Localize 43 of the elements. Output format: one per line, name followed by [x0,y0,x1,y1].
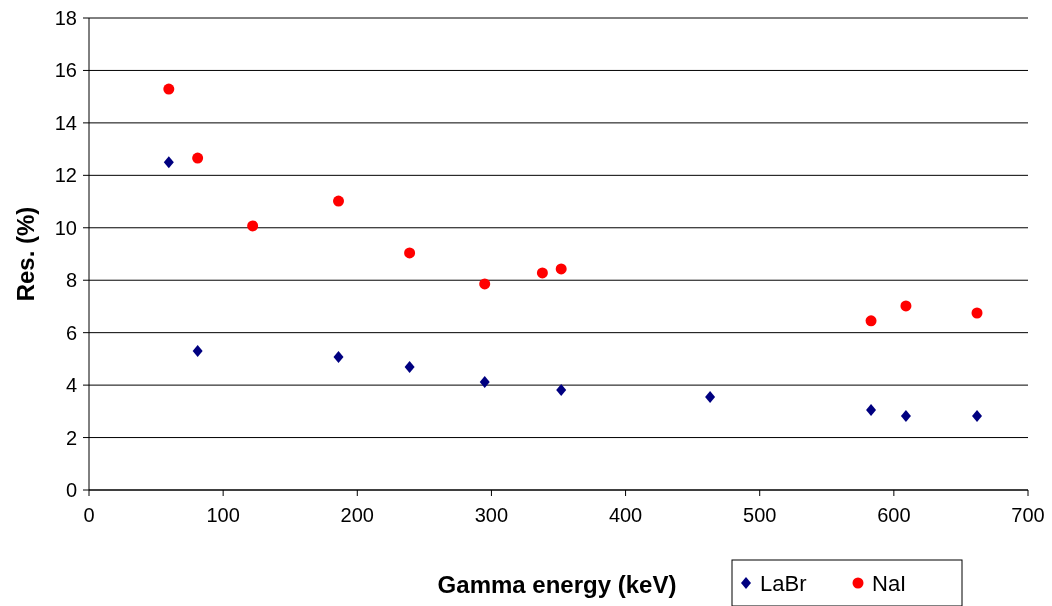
x-tick-label: 300 [474,504,509,526]
point [536,267,548,279]
x-tick-label: 200 [340,504,374,526]
x-tick-label: 700 [1011,504,1045,526]
x-tick-label: 600 [877,504,911,526]
y-tick-label: 0 [65,479,77,501]
y-tick-label: 12 [54,164,77,187]
x-tick-label: 100 [206,504,240,526]
point [972,410,983,423]
point [247,220,259,232]
y-tick-label: 6 [65,321,77,344]
point [163,156,174,169]
x-tick-label: 0 [83,504,95,526]
y-tick-label: 4 [65,374,77,397]
x-tick-label: 400 [608,504,643,526]
x-axis-title: Gamma energy (keV) [437,571,677,598]
point [555,263,567,275]
point [333,351,344,364]
point [971,307,983,319]
y-tick-label: 18 [54,7,77,29]
point [163,83,175,95]
point [479,375,490,388]
point [333,195,345,207]
y-tick-label: 8 [65,269,77,292]
point [900,410,911,423]
point [479,278,491,290]
point [866,404,877,417]
point [192,152,204,164]
point [192,345,203,358]
y-tick-label: 10 [54,216,77,239]
point [705,390,716,403]
y-tick-label: 14 [54,111,77,134]
legend-label: NaI [872,570,907,596]
point [404,247,416,259]
point [556,384,567,397]
x-tick-label: 500 [743,504,777,526]
y-tick-label: 2 [65,426,77,449]
y-tick-label: 16 [54,59,77,82]
point [865,315,877,327]
y-axis-title: Res. (%) [12,206,39,302]
legend-label: LaBr [760,570,807,596]
point [900,300,912,312]
point [404,361,415,374]
